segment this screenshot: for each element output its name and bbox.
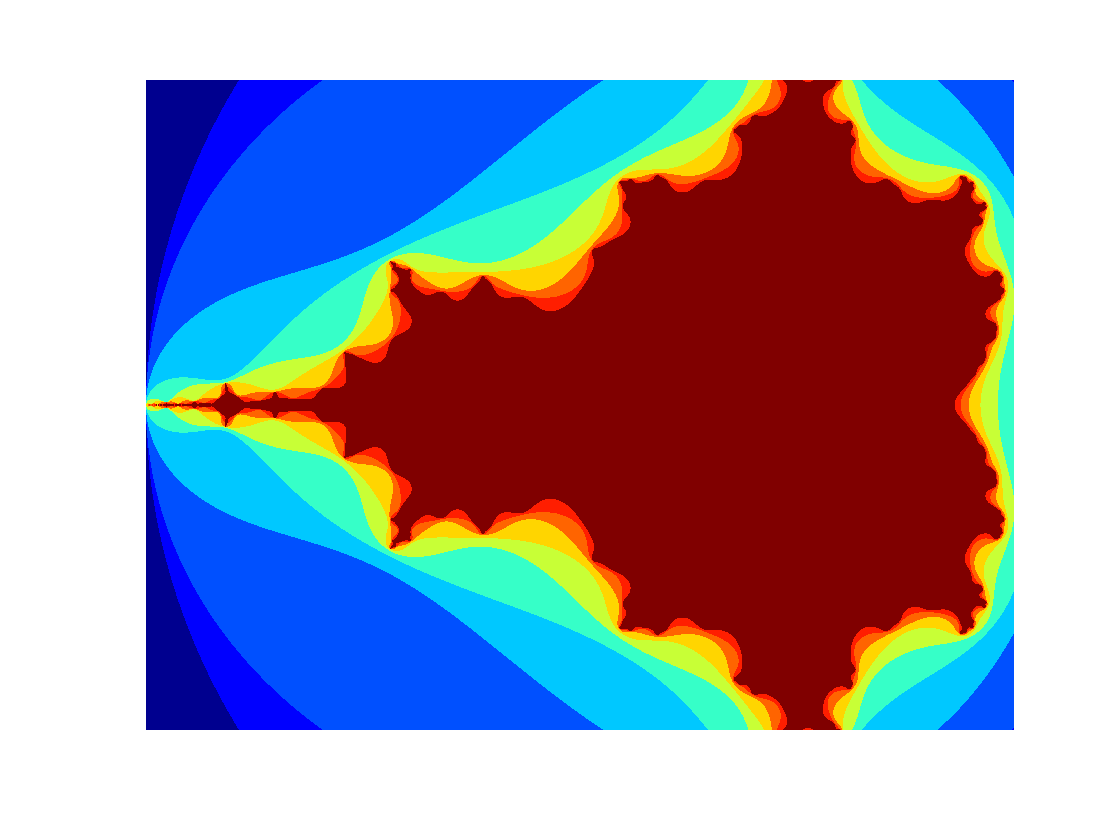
- mandelbrot-image: [146, 80, 1014, 730]
- plot-area: [146, 80, 1014, 730]
